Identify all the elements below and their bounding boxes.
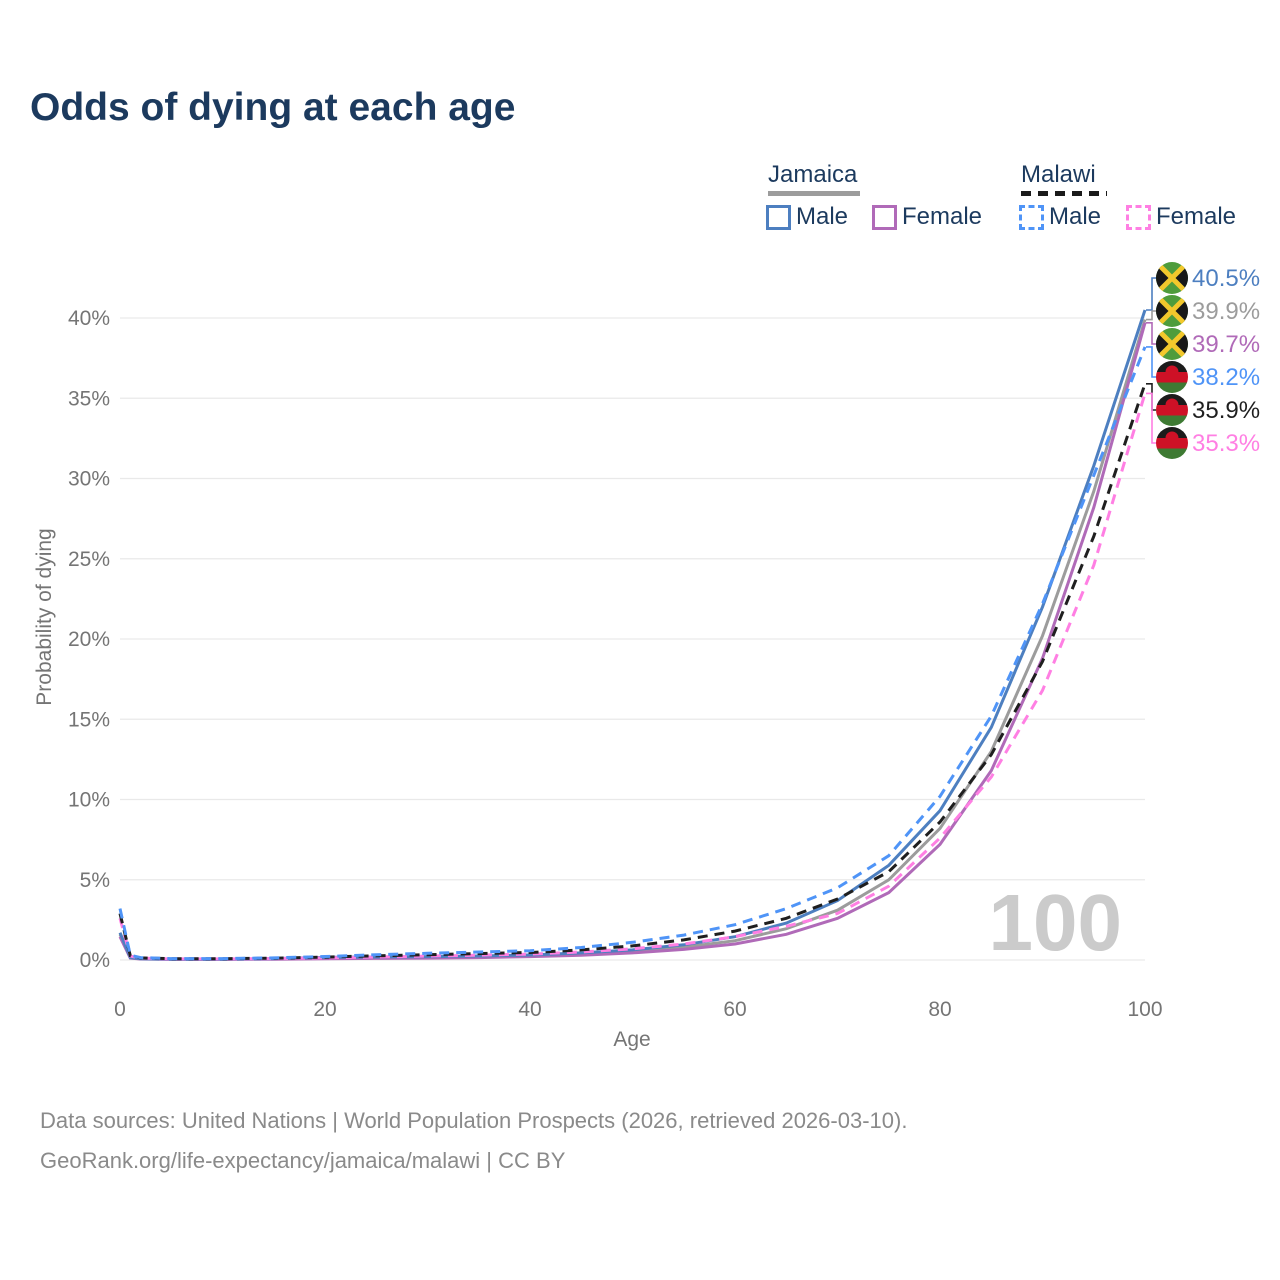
- y-tick-label: 15%: [68, 708, 110, 731]
- legend-group-malawi-label: Malawi: [1021, 161, 1096, 188]
- y-tick-label: 20%: [68, 628, 110, 651]
- age-counter-watermark: 100: [989, 878, 1122, 967]
- legend-malawi-line-sample: [1021, 191, 1107, 196]
- legend-item-label: Female: [902, 203, 983, 230]
- x-tick-label: 100: [1127, 998, 1162, 1021]
- legend-group-jamaica-label: Jamaica: [768, 161, 858, 188]
- end-label-connector-jamaica-female: [1146, 322, 1156, 345]
- legend-item-label: Male: [796, 203, 849, 230]
- legend-item-label: Male: [1049, 203, 1102, 230]
- attribution-text: GeoRank.org/life-expectancy/jamaica/mala…: [40, 1148, 566, 1173]
- malawi-male-swatch-icon: [1019, 204, 1044, 230]
- x-axis-title: Age: [613, 1028, 651, 1051]
- end-label-connector-jamaica-male: [1146, 277, 1156, 311]
- malawi-flag-icon: [1156, 427, 1188, 459]
- series-line-malawi-male: [118, 346, 1147, 961]
- jamaica-flag-icon: [1156, 295, 1188, 327]
- series-line-jamaica-male: [118, 309, 1147, 961]
- data-source-text: Data sources: United Nations | World Pop…: [40, 1108, 908, 1133]
- x-tick-label: 20: [313, 998, 336, 1021]
- x-tick-label: 40: [518, 998, 541, 1021]
- legend-item-jamaica-male[interactable]: Male: [766, 203, 848, 231]
- y-tick-label: 35%: [68, 387, 110, 410]
- y-tick-label: 0%: [80, 949, 110, 972]
- legend-item-label: Female: [1156, 203, 1237, 230]
- end-label-jamaica-male: 40.5%: [1192, 265, 1260, 292]
- y-tick-label: 10%: [68, 789, 110, 812]
- y-tick-label: 30%: [68, 468, 110, 491]
- y-tick-label: 5%: [80, 869, 110, 892]
- y-tick-label: 25%: [68, 548, 110, 571]
- jamaica-male-swatch-icon: [766, 204, 791, 230]
- end-label-malawi-both: 35.9%: [1192, 397, 1260, 424]
- malawi-flag-icon: [1156, 394, 1188, 426]
- end-label-connector-malawi-male: [1146, 346, 1156, 378]
- end-label-malawi-male: 38.2%: [1192, 364, 1260, 391]
- jamaica-flag-icon: [1156, 262, 1188, 294]
- end-label-jamaica-both: 39.9%: [1192, 298, 1260, 325]
- x-tick-label: 60: [723, 998, 746, 1021]
- jamaica-flag-icon: [1156, 328, 1188, 360]
- end-label-connector-jamaica-both: [1146, 310, 1156, 321]
- legend-jamaica-line-sample: [768, 191, 860, 196]
- legend-item-jamaica-female[interactable]: Female: [872, 203, 982, 231]
- y-axis-title: Probability of dying: [33, 528, 56, 706]
- series-line-malawi-female: [118, 392, 1147, 961]
- malawi-female-swatch-icon: [1126, 204, 1151, 230]
- malawi-flag-icon: [1156, 361, 1188, 393]
- x-tick-label: 0: [114, 998, 126, 1021]
- y-tick-label: 40%: [68, 307, 110, 330]
- legend-item-malawi-female[interactable]: Female: [1126, 203, 1236, 231]
- series-line-jamaica-female: [118, 322, 1147, 961]
- jamaica-female-swatch-icon: [872, 204, 897, 230]
- end-label-jamaica-female: 39.7%: [1192, 331, 1260, 358]
- end-label-connector-malawi-both: [1146, 383, 1156, 411]
- legend-item-malawi-male[interactable]: Male: [1019, 203, 1101, 231]
- x-tick-label: 80: [928, 998, 951, 1021]
- end-label-connector-malawi-female: [1146, 392, 1156, 444]
- line-chart[interactable]: 0% 5% 10% 15% 20% 25% 30% 35% 40% 0 20 40 60 80 100 100…: [0, 0, 1280, 1080]
- page-title: Odds of dying at each age: [30, 86, 516, 129]
- series-line-malawi-both: [118, 383, 1147, 961]
- end-label-malawi-female: 35.3%: [1192, 430, 1260, 457]
